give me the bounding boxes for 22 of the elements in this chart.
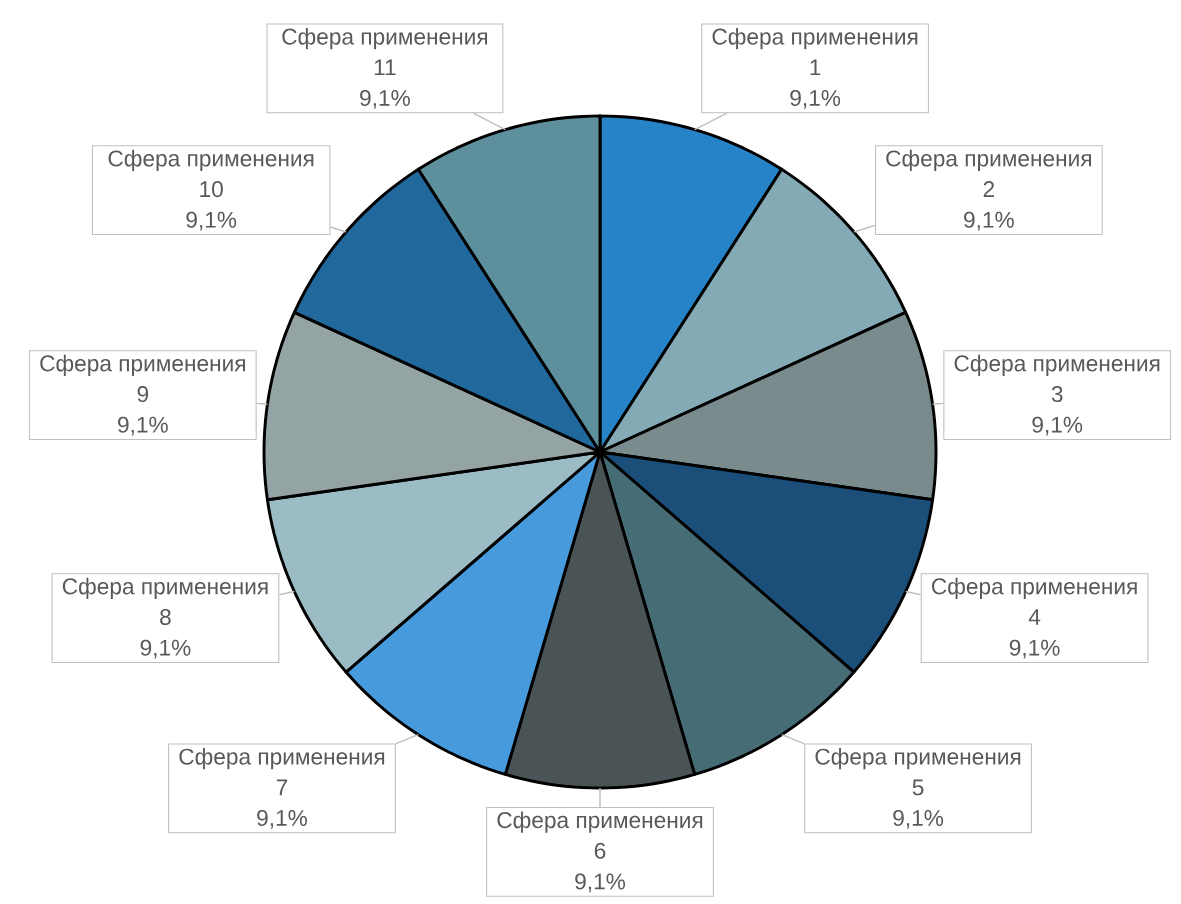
slice-label: Сфера применения 10 <box>108 149 314 198</box>
slice-label: Сфера применения 4 <box>932 577 1137 625</box>
data-label: 9,1% <box>893 809 944 829</box>
slice-label: Сфера применения 1 <box>712 28 918 76</box>
slice-label: Сфера применения 6 <box>497 811 703 859</box>
data-label: 9,1% <box>964 211 1014 231</box>
data-label: 9,1% <box>1009 639 1060 659</box>
data-label: 9,1% <box>360 89 410 109</box>
slice-label: Сфера применения 11 <box>282 28 488 76</box>
data-label: 9,1% <box>186 211 237 231</box>
slice-label: Сфера применения 2 <box>886 149 1091 197</box>
data-label: 9,1% <box>1032 416 1083 436</box>
slice-label: Сфера применения 5 <box>815 748 1021 796</box>
data-label: 9,1% <box>140 639 191 659</box>
data-label: 9,1% <box>575 873 626 893</box>
slice-label: Сфера применения 9 <box>40 354 245 403</box>
slice-label: Сфера применения 7 <box>179 748 385 796</box>
data-label: 9,1% <box>257 809 307 829</box>
data-label: 9,1% <box>790 89 841 109</box>
slice-label: Сфера применения 3 <box>954 354 1160 403</box>
slice-label: Сфера применения 8 <box>62 577 268 626</box>
data-label: 9,1% <box>118 416 168 436</box>
